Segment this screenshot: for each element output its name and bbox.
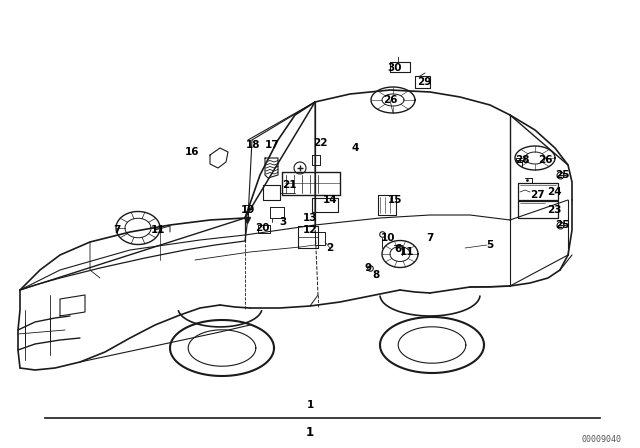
Text: 25: 25 [555,170,569,180]
Text: 7: 7 [113,225,121,235]
Text: 24: 24 [547,187,561,197]
Text: 5: 5 [486,240,493,250]
Text: 19: 19 [241,205,255,215]
Text: 4: 4 [351,143,358,153]
Text: 27: 27 [530,190,544,200]
Text: 18: 18 [246,140,260,150]
Text: 26: 26 [383,95,397,105]
Text: 26: 26 [538,155,552,165]
Text: 11: 11 [400,247,414,257]
Text: 10: 10 [381,233,396,243]
Text: 9: 9 [364,263,372,273]
Text: 6: 6 [394,244,402,254]
Text: 29: 29 [417,77,431,87]
Text: 14: 14 [323,195,337,205]
Text: 21: 21 [282,180,296,190]
Text: 22: 22 [313,138,327,148]
Text: 17: 17 [265,140,279,150]
Text: 2: 2 [326,243,333,253]
Text: 20: 20 [255,223,269,233]
Text: 3: 3 [280,217,287,227]
Text: 1: 1 [307,400,314,410]
Text: 11: 11 [151,225,165,235]
Text: 7: 7 [426,233,434,243]
Text: 13: 13 [303,213,317,223]
Text: 25: 25 [555,220,569,230]
Text: 00009040: 00009040 [582,435,622,444]
Text: 16: 16 [185,147,199,157]
Text: 12: 12 [303,225,317,235]
Text: 15: 15 [388,195,403,205]
Text: 8: 8 [372,270,380,280]
Text: 30: 30 [388,63,403,73]
Text: 28: 28 [515,155,529,165]
Text: 23: 23 [547,205,561,215]
Text: 1: 1 [306,426,314,439]
